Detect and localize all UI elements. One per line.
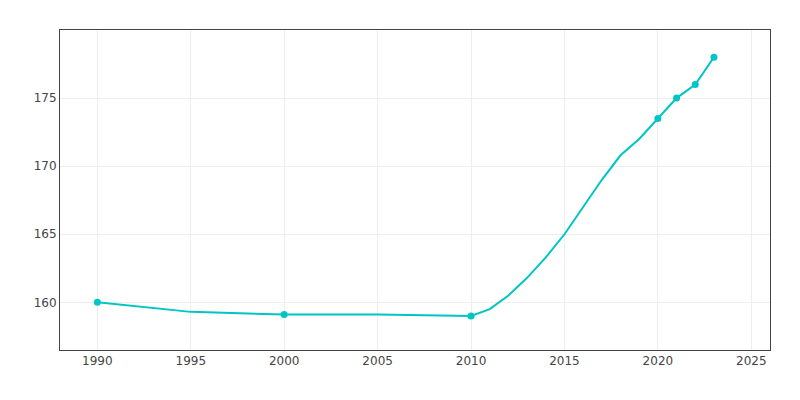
svg-text:2015: 2015 [549, 354, 580, 368]
svg-text:160: 160 [34, 296, 57, 310]
svg-text:165: 165 [34, 227, 57, 241]
svg-text:1995: 1995 [176, 354, 207, 368]
svg-text:2000: 2000 [269, 354, 300, 368]
svg-text:175: 175 [34, 91, 57, 105]
svg-text:2020: 2020 [643, 354, 674, 368]
svg-text:2025: 2025 [736, 354, 767, 368]
svg-text:2005: 2005 [362, 354, 393, 368]
svg-text:170: 170 [34, 159, 57, 173]
svg-text:1990: 1990 [82, 354, 113, 368]
svg-text:2010: 2010 [456, 354, 487, 368]
